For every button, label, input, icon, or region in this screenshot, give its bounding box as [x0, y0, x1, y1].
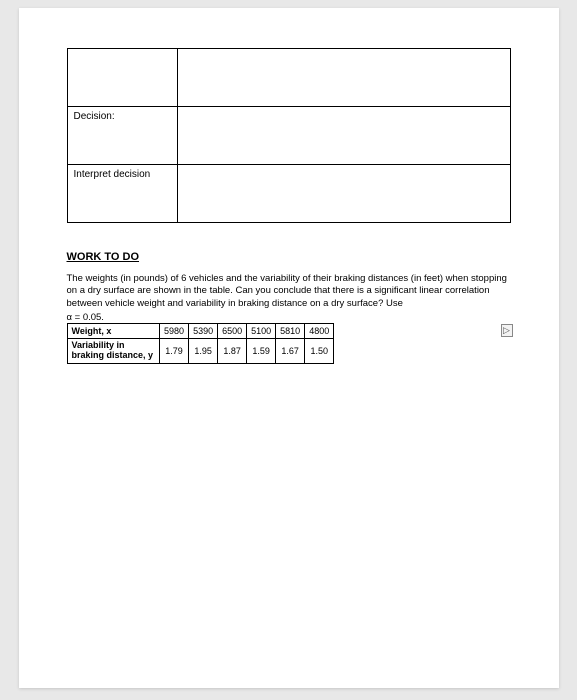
data-cell: 1.59 [247, 339, 276, 364]
data-cell: 1.87 [218, 339, 247, 364]
row-header-weight: Weight, x [67, 324, 160, 339]
table-row: Variability inbraking distance, y 1.79 1… [67, 339, 334, 364]
table-row: Weight, x 5980 5390 6500 5100 5810 4800 [67, 324, 334, 339]
data-cell: 6500 [218, 324, 247, 339]
section-title: WORK TO DO [67, 251, 511, 263]
problem-prompt: The weights (in pounds) of 6 vehicles an… [67, 273, 511, 310]
worksheet-label-cell: Decision: [67, 107, 177, 165]
alpha-line: α = 0.05. [67, 312, 511, 323]
data-cell: 1.79 [160, 339, 189, 364]
worksheet-table: Decision: Interpret decision [67, 48, 511, 223]
data-cell: 5100 [247, 324, 276, 339]
data-table-wrap: Weight, x 5980 5390 6500 5100 5810 4800 … [67, 323, 511, 364]
worksheet-value-cell [177, 165, 510, 223]
worksheet-label-cell [67, 49, 177, 107]
table-row: Interpret decision [67, 165, 510, 223]
data-cell: 1.50 [305, 339, 334, 364]
row-header-variability: Variability inbraking distance, y [67, 339, 160, 364]
data-cell: 1.67 [276, 339, 305, 364]
data-cell: 1.95 [189, 339, 218, 364]
worksheet-value-cell [177, 49, 510, 107]
worksheet-value-cell [177, 107, 510, 165]
data-cell: 4800 [305, 324, 334, 339]
scroll-right-icon[interactable]: ▷ [501, 324, 513, 337]
document-page: Decision: Interpret decision WORK TO DO … [19, 8, 559, 688]
data-cell: 5810 [276, 324, 305, 339]
data-cell: 5980 [160, 324, 189, 339]
worksheet-label-cell: Interpret decision [67, 165, 177, 223]
table-row: Decision: [67, 107, 510, 165]
data-table: Weight, x 5980 5390 6500 5100 5810 4800 … [67, 323, 335, 364]
data-cell: 5390 [189, 324, 218, 339]
table-row [67, 49, 510, 107]
